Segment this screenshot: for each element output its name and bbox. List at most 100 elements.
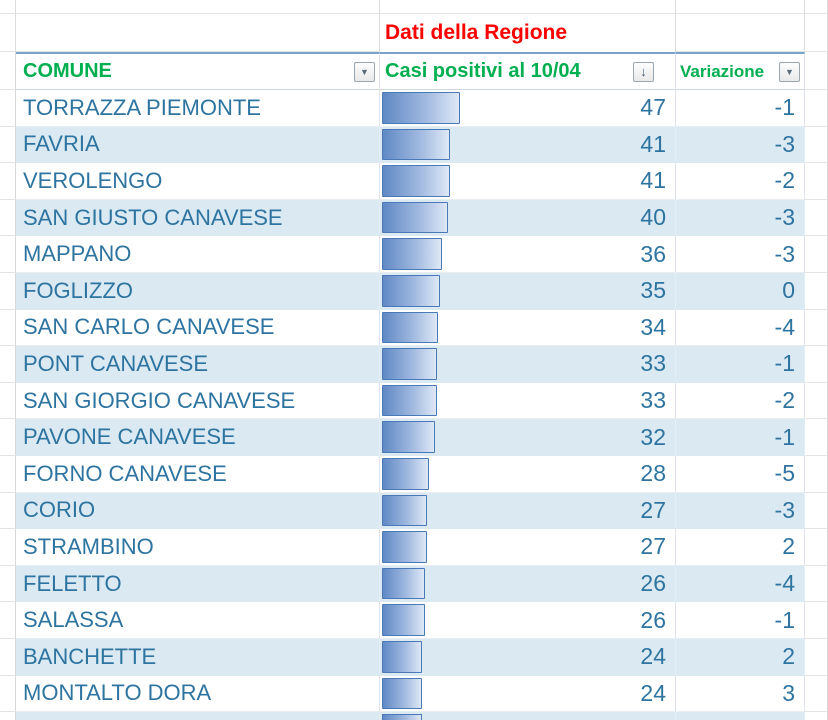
casi-value: 33 [640, 350, 666, 377]
comune-cell[interactable]: TORRAZZA PIEMONTE [16, 90, 380, 127]
comune-cell[interactable]: CORIO [16, 492, 380, 530]
table-row: SAN GIUSTO CANAVESE 40 -3 [0, 199, 828, 237]
empty-cell [0, 455, 16, 493]
variazione-cell[interactable]: -3 [676, 126, 805, 164]
empty-cell [0, 492, 16, 530]
comune-cell[interactable]: PAVONE CANAVESE [16, 419, 380, 456]
variazione-cell[interactable]: 2 [676, 529, 805, 566]
variazione-cell[interactable]: -2 [676, 382, 805, 420]
casi-positivi-cell[interactable]: 35 [380, 272, 676, 310]
comune-cell[interactable]: VEROLENGO [16, 163, 380, 200]
variazione-cell[interactable]: -1 [676, 419, 805, 456]
empty-cell [0, 236, 16, 273]
empty-cell [0, 126, 16, 164]
comune-cell[interactable]: FELETTO [16, 565, 380, 603]
variazione-filter-button[interactable]: ▼ [779, 62, 800, 82]
casi-value: 33 [640, 387, 666, 414]
variazione-cell[interactable]: 0 [676, 272, 805, 310]
casi-value: 34 [640, 313, 666, 340]
header-cell-variazione[interactable]: Variazione ▼ [676, 52, 805, 90]
casi-header-label: Casi positivi al 10/04 [385, 60, 581, 82]
variazione-cell[interactable]: -4 [676, 309, 805, 347]
data-bar [382, 201, 449, 234]
comune-cell[interactable]: MAPPANO [16, 236, 380, 273]
casi-positivi-cell[interactable]: 28 [380, 455, 676, 493]
data-bar [382, 567, 426, 600]
comune-cell[interactable]: STRAMBINO [16, 529, 380, 566]
casi-positivi-cell[interactable]: 26 [380, 565, 676, 603]
empty-cell [805, 529, 828, 566]
empty-cell [676, 0, 805, 14]
comune-cell[interactable]: SALASSA [16, 602, 380, 639]
empty-cell [805, 14, 828, 52]
variazione-cell[interactable]: -2 [676, 163, 805, 200]
empty-cell [16, 14, 380, 52]
empty-cell [0, 419, 16, 456]
casi-positivi-cell[interactable]: 27 [380, 529, 676, 566]
empty-cell [805, 236, 828, 273]
comune-cell[interactable]: SAN GIORGIO CANAVESE [16, 382, 380, 420]
casi-positivi-cell[interactable]: 41 [380, 126, 676, 164]
data-bar [382, 384, 437, 417]
casi-positivi-cell[interactable]: 24 [380, 638, 676, 676]
casi-value: 36 [640, 240, 666, 267]
region-title-cell[interactable]: Dati della Regione [380, 14, 676, 52]
casi-positivi-cell[interactable]: 40 [380, 199, 676, 237]
empty-cell [805, 492, 828, 530]
variazione-cell[interactable]: -3 [676, 492, 805, 530]
casi-value: 41 [640, 130, 666, 157]
casi-sort-filter-button[interactable]: ↓ [633, 62, 654, 82]
comune-cell[interactable]: BANCHETTE [16, 638, 380, 676]
variazione-cell[interactable]: 2 [676, 638, 805, 676]
comune-cell[interactable]: MONTALTO DORA [16, 675, 380, 713]
casi-positivi-cell[interactable]: 27 [380, 492, 676, 530]
empty-cell [0, 675, 16, 713]
data-bar [382, 677, 422, 710]
variazione-cell[interactable]: -3 [676, 236, 805, 273]
variazione-cell[interactable]: -5 [676, 455, 805, 493]
empty-cell [0, 346, 16, 383]
variazione-header-label: Variazione [680, 61, 765, 81]
casi-positivi-cell[interactable]: 24 [380, 675, 676, 713]
comune-cell[interactable]: FAVRIA [16, 126, 380, 164]
comune-filter-button[interactable]: ▼ [354, 62, 375, 82]
comune-cell[interactable]: FOGLIZZO [16, 272, 380, 310]
page-title: Dati della Regione [385, 21, 568, 44]
comune-cell[interactable]: FORNO CANAVESE [16, 455, 380, 493]
comune-cell[interactable]: SAN CARLO CANAVESE [16, 309, 380, 347]
partial-next-row [0, 712, 828, 720]
casi-positivi-cell[interactable]: 34 [380, 309, 676, 347]
variazione-cell[interactable]: -3 [676, 199, 805, 237]
table-header-row: COMUNE ▼ Casi positivi al 10/04 ↓ Variaz… [0, 52, 828, 90]
variazione-cell[interactable]: -4 [676, 565, 805, 603]
empty-cell [805, 419, 828, 456]
variazione-cell[interactable]: 3 [676, 675, 805, 713]
casi-positivi-cell[interactable]: 36 [380, 236, 676, 273]
casi-positivi-cell[interactable]: 41 [380, 163, 676, 200]
empty-cell [805, 565, 828, 603]
empty-cell [0, 163, 16, 200]
comune-cell[interactable]: PONT CANAVESE [16, 346, 380, 383]
table-row: CORIO 27 -3 [0, 492, 828, 530]
data-bar [382, 128, 450, 161]
casi-positivi-cell[interactable]: 33 [380, 382, 676, 420]
variazione-cell[interactable]: -1 [676, 90, 805, 127]
empty-cell [0, 382, 16, 420]
casi-positivi-cell[interactable]: 47 [380, 90, 676, 127]
casi-value: 40 [640, 204, 666, 231]
empty-row [0, 0, 828, 14]
casi-positivi-cell[interactable]: 32 [380, 419, 676, 456]
header-cell-casi-positivi[interactable]: Casi positivi al 10/04 ↓ [380, 52, 676, 90]
empty-cell [380, 0, 676, 14]
comune-cell[interactable]: SAN GIUSTO CANAVESE [16, 199, 380, 237]
casi-value: 27 [640, 496, 666, 523]
casi-positivi-cell[interactable]: 33 [380, 346, 676, 383]
variazione-cell[interactable]: -1 [676, 602, 805, 639]
sort-descending-icon: ↓ [640, 63, 647, 79]
empty-cell [676, 14, 805, 52]
table-row: BANCHETTE 24 2 [0, 638, 828, 676]
header-cell-comune[interactable]: COMUNE ▼ [16, 52, 380, 90]
variazione-cell[interactable]: -1 [676, 346, 805, 383]
casi-positivi-cell[interactable]: 26 [380, 602, 676, 639]
